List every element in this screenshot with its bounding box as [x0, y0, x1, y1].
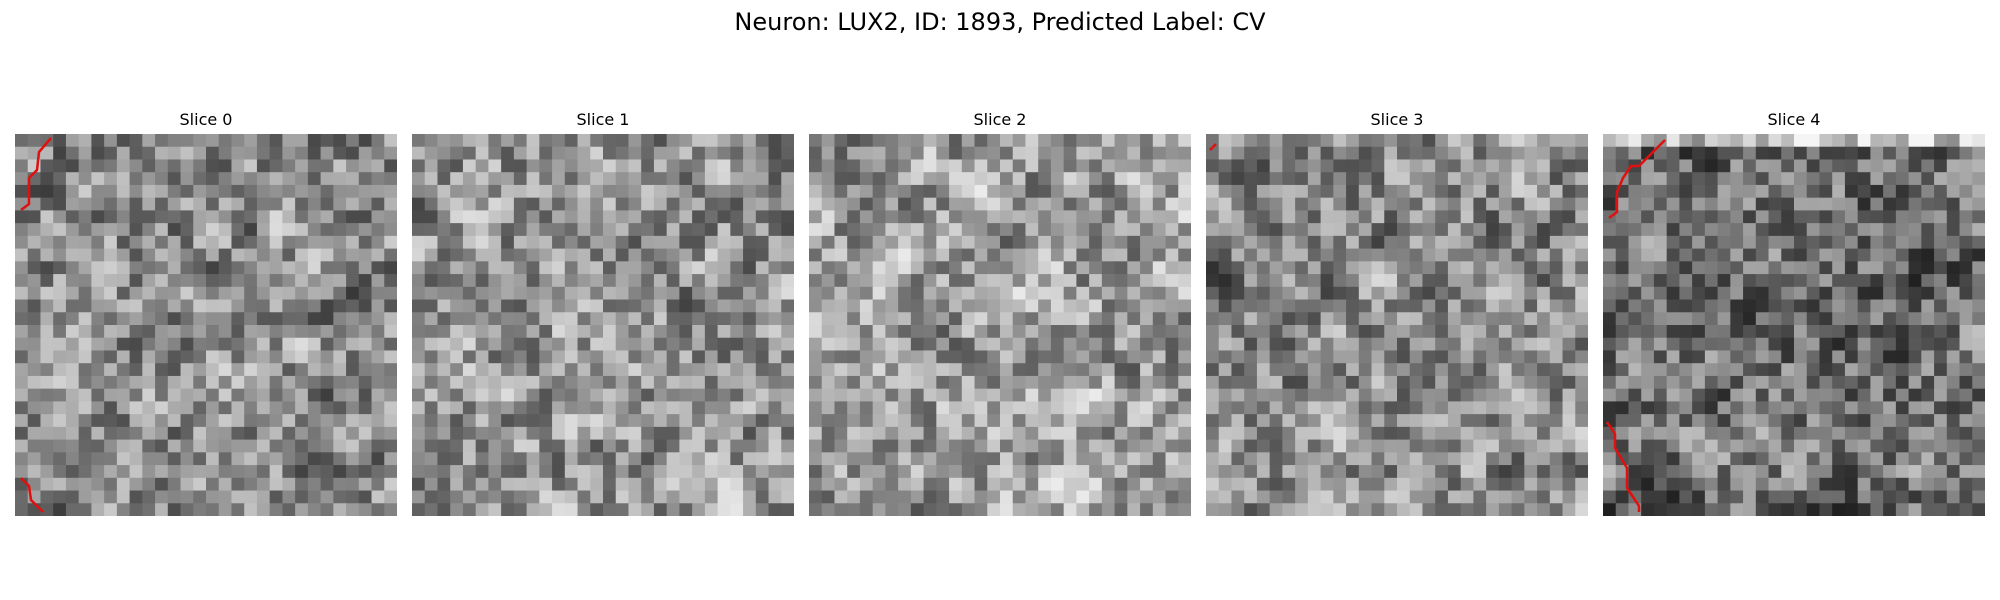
- slice-image-1: [412, 134, 794, 516]
- contour-line: [1605, 421, 1641, 512]
- slice-title-3: Slice 3: [1370, 110, 1424, 129]
- slice-image-0: [15, 134, 397, 516]
- slice-panel-3: Slice 3: [1206, 108, 1588, 518]
- figure-title: Neuron: LUX2, ID: 1893, Predicted Label:…: [734, 8, 1266, 36]
- contour-line: [1608, 139, 1666, 219]
- slice-title-1: Slice 1: [576, 110, 630, 129]
- contour-line: [20, 477, 44, 513]
- slice-image-2: [809, 134, 1191, 516]
- slice-title-4: Slice 4: [1767, 110, 1821, 129]
- slice-image-3: [1206, 134, 1588, 516]
- slice-panel-4: Slice 4: [1603, 108, 1985, 518]
- contour-line: [20, 137, 52, 211]
- slice-image-4: [1603, 134, 1985, 516]
- slice-title-0: Slice 0: [179, 110, 233, 129]
- slice-panel-2: Slice 2: [809, 108, 1191, 518]
- slice-title-2: Slice 2: [973, 110, 1027, 129]
- contour-line: [1209, 143, 1217, 151]
- slice-panel-0: Slice 0: [15, 108, 397, 518]
- slice-panel-1: Slice 1: [412, 108, 794, 518]
